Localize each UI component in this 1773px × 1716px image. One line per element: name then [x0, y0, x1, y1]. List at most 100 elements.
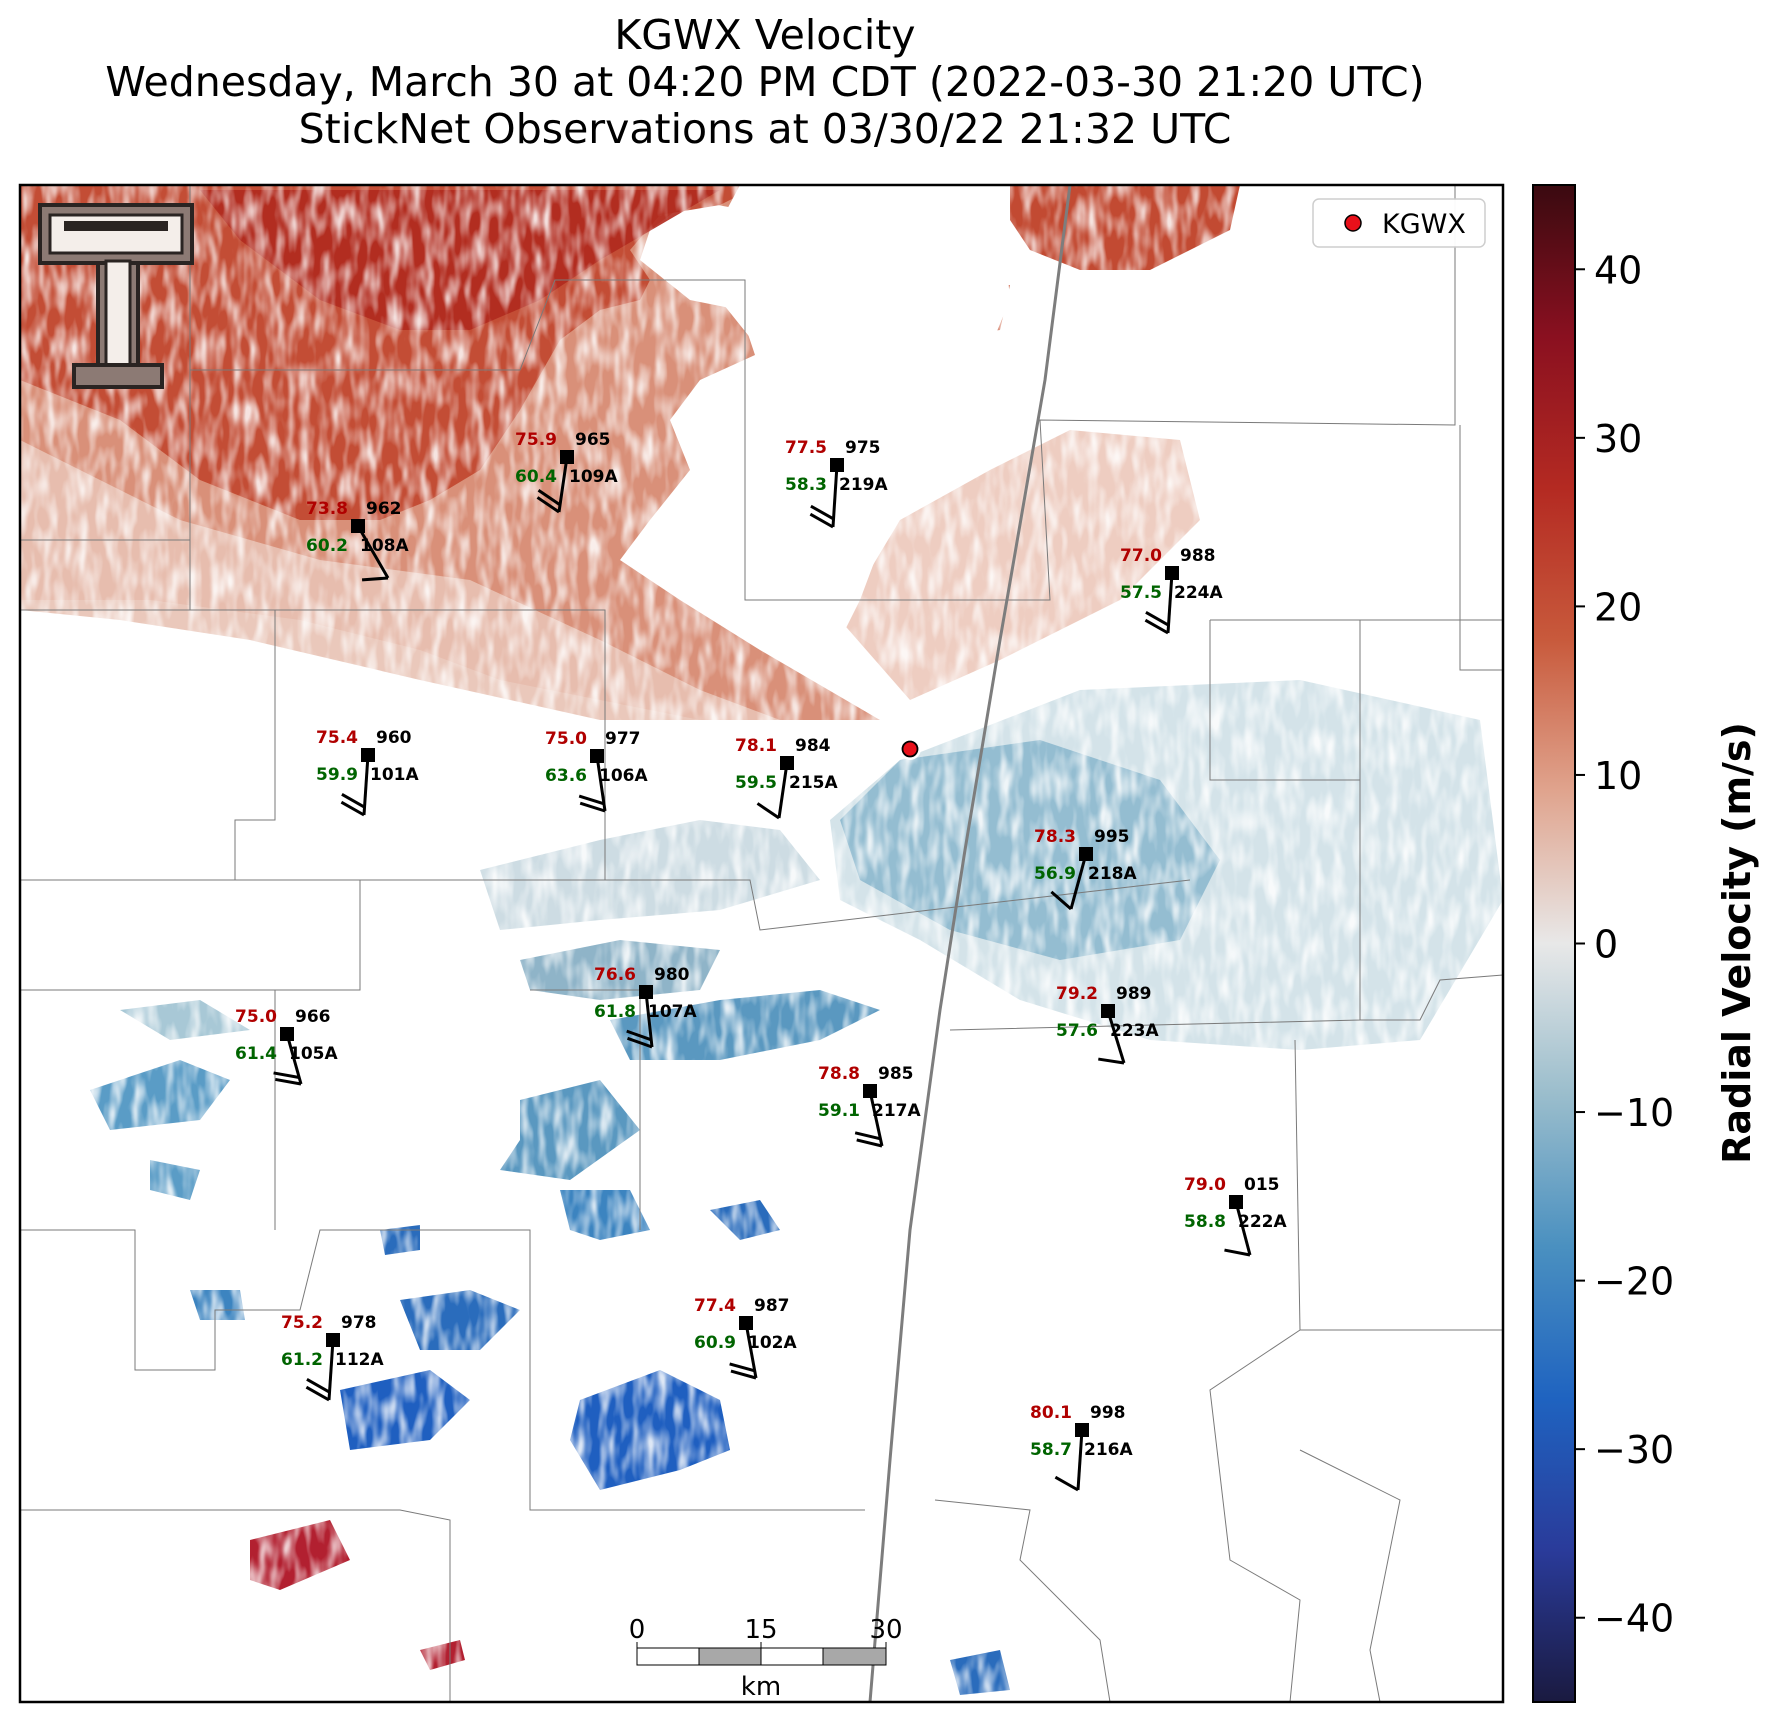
wind-barb [557, 456, 569, 513]
colorbar-tick-label: 10 [1594, 754, 1642, 798]
station-marker [280, 1027, 294, 1041]
wind-barb [1234, 1201, 1252, 1256]
station-pressure: 995 [1094, 827, 1130, 847]
station-marker [361, 748, 375, 762]
station-marker [351, 519, 365, 533]
station-id: 101A [370, 765, 419, 785]
station-pressure: 984 [795, 736, 831, 756]
station-marker [1165, 566, 1179, 580]
texas-tech-logo [38, 203, 194, 389]
station-id: 215A [789, 773, 838, 793]
station-temperature: 75.0 [235, 1007, 277, 1027]
station-marker [1079, 847, 1093, 861]
wind-barb [595, 755, 607, 812]
station-dewpoint: 60.2 [306, 536, 348, 556]
station-plot: 78.3 995 56.9 218A [1034, 827, 1137, 911]
station-plot: 75.9 965 60.4 109A [515, 430, 618, 514]
title-line-1: KGWX Velocity [614, 11, 916, 59]
station-dewpoint: 57.5 [1120, 583, 1162, 603]
station-marker [830, 458, 844, 472]
wind-barb [868, 1090, 884, 1147]
station-marker [326, 1333, 340, 1347]
scale-bar: 0 15 30 km [629, 1615, 903, 1702]
station-marker [1075, 1423, 1089, 1437]
wind-barb [327, 1339, 335, 1401]
station-dewpoint: 58.8 [1184, 1212, 1226, 1232]
station-pressure: 988 [1180, 546, 1216, 566]
station-temperature: 75.4 [316, 728, 358, 748]
wind-barb-feather [361, 576, 389, 582]
wind-barb-feather [306, 1378, 331, 1394]
wind-barb [1069, 853, 1088, 910]
station-id: 219A [839, 475, 888, 495]
station-dewpoint: 57.6 [1056, 1021, 1098, 1041]
scale-tick-label: 30 [869, 1615, 902, 1645]
station-id: 223A [1110, 1021, 1159, 1041]
wind-barb [285, 1033, 303, 1085]
station-dewpoint: 59.1 [818, 1101, 860, 1121]
station-id: 112A [335, 1350, 384, 1370]
legend-label: KGWX [1382, 209, 1466, 240]
station-plot: 78.1 984 59.5 215A [735, 736, 838, 820]
station-id: 217A [872, 1101, 921, 1121]
wind-barb-feather [626, 1029, 652, 1042]
colorbar-tick-label: −20 [1594, 1260, 1674, 1304]
station-dewpoint: 63.6 [545, 766, 587, 786]
wind-barb-feather [856, 1138, 883, 1148]
station-id: 106A [599, 766, 648, 786]
wind-barb [362, 754, 370, 816]
station-pressure: 980 [654, 965, 690, 985]
wind-barb-feather [305, 1385, 330, 1402]
station-plot: 78.8 985 59.1 217A [818, 1064, 921, 1148]
wind-barb-feather [626, 1036, 653, 1049]
wind-barb-feather [340, 800, 365, 817]
station-pressure: 966 [295, 1007, 331, 1027]
map-frame [18, 183, 1505, 1704]
station-pressure: 987 [754, 1296, 790, 1316]
station-plot: 79.2 989 57.6 223A [1056, 984, 1159, 1065]
station-pressure: 985 [878, 1064, 914, 1084]
station-temperature: 79.0 [1184, 1175, 1226, 1195]
title-line-2: Wednesday, March 30 at 04:20 PM CDT (202… [105, 58, 1425, 106]
station-temperature: 77.0 [1120, 546, 1162, 566]
station-marker [590, 749, 604, 763]
wind-barb-feather [536, 496, 560, 514]
station-temperature: 76.6 [594, 965, 636, 985]
legend: KGWX [1312, 198, 1486, 248]
wind-barb [1076, 1429, 1084, 1491]
station-marker [739, 1316, 753, 1330]
colorbar-tick-label: −10 [1594, 1091, 1674, 1135]
wind-barb-feather [341, 793, 366, 809]
station-plot: 80.1 998 58.7 216A [1030, 1403, 1133, 1492]
wind-barb-feather [809, 512, 834, 529]
map-panel [20, 185, 1503, 1702]
wind-barb [1166, 572, 1174, 634]
colorbar-tick-label: 20 [1594, 585, 1642, 629]
station-id: 105A [289, 1044, 338, 1064]
wind-barb-feather [579, 801, 606, 813]
station-plot: 77.4 987 60.9 102A [694, 1296, 797, 1380]
wind-barb-feather [275, 1077, 302, 1086]
colorbar-tick-label: 40 [1594, 248, 1642, 292]
station-dewpoint: 56.9 [1034, 864, 1076, 884]
station-pressure: 015 [1244, 1175, 1280, 1195]
station-marker [639, 985, 653, 999]
station-id: 108A [360, 536, 409, 556]
colorbar-ticks: 40 30 20 10 0 −10 −20 −30 −40 [1575, 248, 1674, 1641]
colorbar: 40 30 20 10 0 −10 −20 −30 −40 Radial Velocity (m… [1532, 184, 1759, 1703]
station-dewpoint: 61.8 [594, 1002, 636, 1022]
title-line-3: StickNet Observations at 03/30/22 21:32 … [298, 105, 1232, 153]
station-id: 222A [1238, 1212, 1287, 1232]
station-marker [1101, 1004, 1115, 1018]
station-dewpoint: 59.9 [316, 765, 358, 785]
station-dewpoint: 61.4 [235, 1044, 277, 1064]
radar-site-marker [899, 738, 921, 760]
station-dewpoint: 58.7 [1030, 1440, 1072, 1460]
wind-barb [1106, 1010, 1126, 1064]
figure-title: KGWX Velocity Wednesday, March 30 at 04:… [0, 12, 1530, 153]
station-plot: 75.4 960 59.9 101A [316, 728, 419, 817]
wind-barb-feather [1050, 890, 1072, 911]
station-temperature: 77.5 [785, 438, 827, 458]
wind-barb-feather [729, 1362, 756, 1373]
colorbar-tick-label: 0 [1594, 923, 1618, 967]
